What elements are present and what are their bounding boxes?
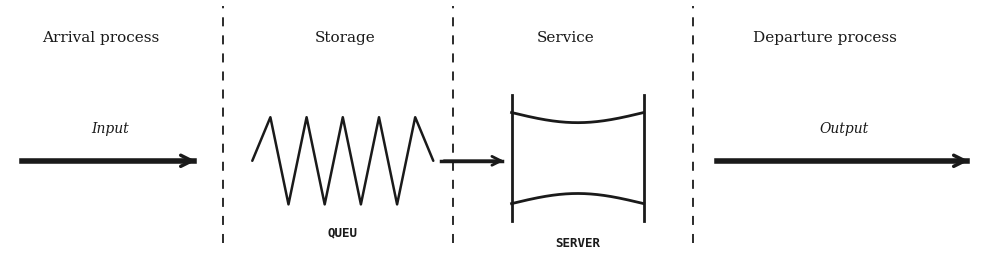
Text: SERVER: SERVER [555,237,600,250]
Text: Input: Input [92,122,129,136]
Text: Storage: Storage [315,31,376,45]
Text: Output: Output [820,122,869,136]
Text: Departure process: Departure process [753,31,896,45]
Text: QUEU: QUEU [328,226,358,239]
Text: Service: Service [536,31,594,45]
Text: Arrival process: Arrival process [42,31,159,45]
